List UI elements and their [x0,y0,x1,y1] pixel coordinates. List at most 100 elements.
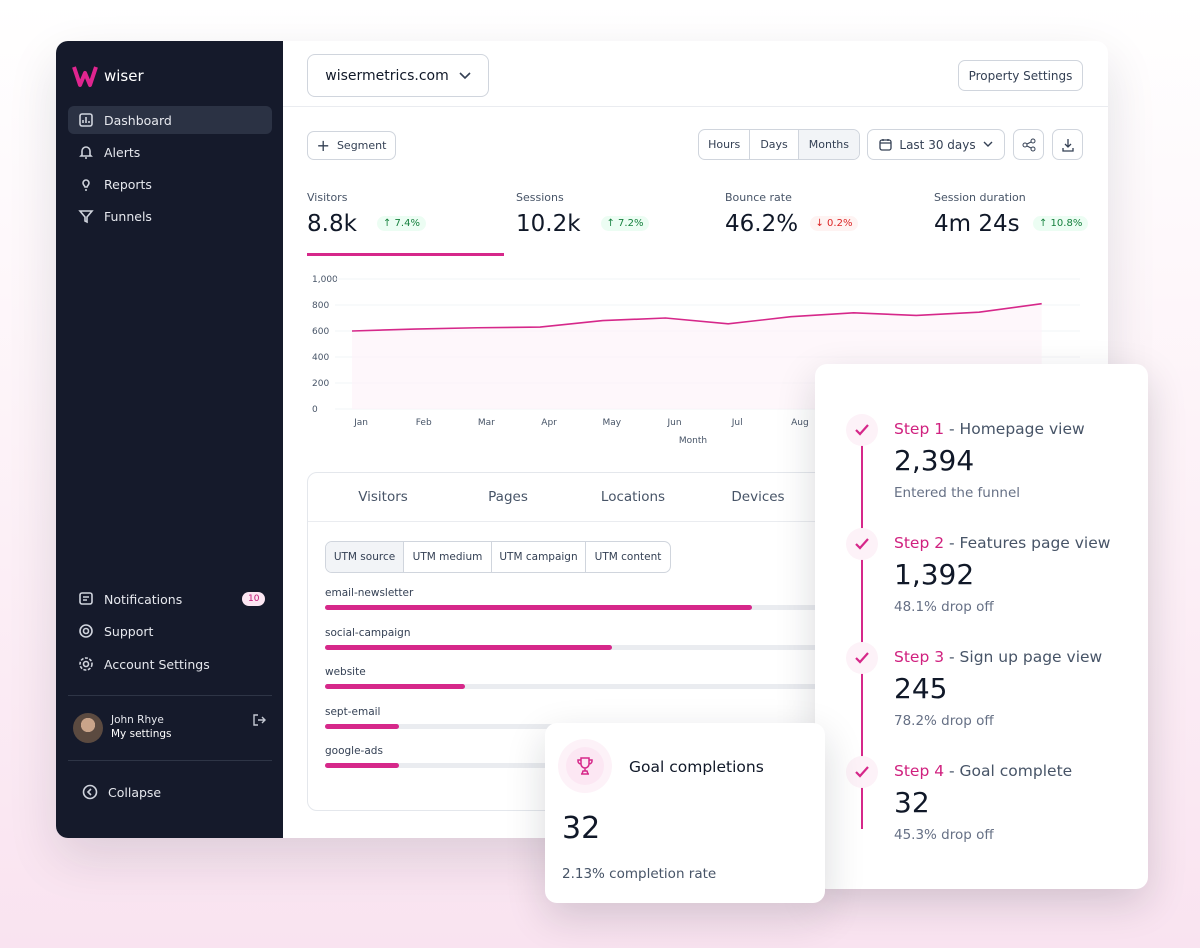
nav-item[interactable]: Alerts [68,138,272,166]
utm-tab[interactable]: UTM content [594,551,662,563]
nav-label: Dashboard [104,112,172,128]
user-link[interactable]: My settings [111,728,172,740]
step-name: - Homepage view [949,420,1085,438]
download-button[interactable] [1052,129,1083,160]
source-bar [325,605,752,610]
x-tick-label: Jun [666,418,681,428]
metric-value: 8.8k [307,211,357,237]
step-note: 45.3% drop off [894,827,994,843]
utm-group: UTM source UTM medium UTM campaign UTM cont… [325,541,671,573]
logo [72,66,98,87]
step-check [846,414,878,446]
utm-tab[interactable]: UTM medium [404,542,492,572]
step-note: 78.2% drop off [894,713,994,729]
x-axis-label: Month [679,436,707,446]
step-number: Step 4 [894,762,945,780]
step-value: 1,392 [894,558,975,591]
nav-item[interactable]: Support [68,617,272,645]
active-metric-underline [307,253,504,256]
x-tick-label: Feb [416,418,432,428]
metric-change: ↓ 0.2% [809,216,859,231]
nav-item[interactable]: Account Settings [68,650,272,678]
metric-change: ↑ 7.2% [600,216,650,231]
step-name: - Sign up page view [949,648,1103,666]
step-number: Step 1 [894,420,945,438]
step-check [846,756,878,788]
nav-label: Notifications [104,591,183,607]
utm-tab[interactable]: UTM campaign [492,542,586,572]
source-track [325,644,1061,650]
metric-label: Sessions [516,191,564,204]
range[interactable]: Days [750,130,799,159]
step-check [846,528,878,560]
property-name: wisermetrics.com [325,67,449,84]
share-button[interactable] [1013,129,1044,160]
segment-button[interactable]: + Segment [307,131,396,160]
divider [68,695,272,696]
property-settings[interactable]: Property Settings [958,60,1083,91]
period-select[interactable]: Last 30 days [867,129,1005,160]
brand: wiser [104,67,144,85]
divider [68,760,272,761]
step-title: Step 1 - Homepage view [894,420,1085,438]
step-value: 32 [894,786,930,819]
step-note: 48.1% drop off [894,599,994,615]
step-number: Step 3 [894,648,945,666]
period-label: Last 30 days [899,137,976,152]
step-name: - Features page view [949,534,1111,552]
tab[interactable]: Locations [600,489,666,505]
metric-change: ↑ 7.4% [377,216,426,231]
metric-label: Visitors [307,191,348,204]
logout-icon[interactable] [252,713,266,727]
utm-tab[interactable]: UTM source [326,542,404,572]
metric-value: 4m 24s [934,211,1020,237]
nav-item[interactable]: Notifications [68,585,272,613]
source-bar [325,644,613,650]
user-name: John Rhye [111,714,164,726]
metric-change: ↑ 10.8% [1033,216,1089,231]
nav-label: Support [104,623,154,639]
y-tick-label: 800 [312,301,329,311]
nav-item[interactable]: Dashboard [68,106,272,134]
step-title: Step 4 - Goal complete [894,762,1072,780]
tab[interactable]: Visitors [358,489,408,505]
y-tick-label: 600 [312,327,329,337]
range[interactable]: Hours [699,130,751,159]
badge: 10 [242,592,266,606]
funnel-card: Step 1 - Homepage view 2,394 Entered the f… [815,364,1148,889]
nav-item[interactable]: Reports [68,170,272,198]
avatar [73,713,103,743]
step-title: Step 3 - Sign up page view [894,648,1102,666]
step-number: Step 2 [894,534,945,552]
step-title: Step 2 - Features page view [894,534,1110,552]
property-select[interactable]: wisermetrics.com [307,54,489,97]
funnel-line [861,444,863,829]
nav-label: Account Settings [104,656,210,672]
y-tick-label: 0 [312,405,318,415]
tab[interactable]: Devices [731,489,785,505]
tab-border [308,521,1066,522]
step-check [846,642,878,674]
collapse[interactable]: Collapse [72,778,276,806]
source-label: social-campaign [325,626,411,639]
x-tick-label: Jul [731,418,743,428]
y-tick-label: 400 [312,353,329,363]
segment-label: Segment [336,139,387,152]
range[interactable]: Months [798,130,859,159]
goal-title: Goal completions [629,758,764,776]
source-label: email-newsletter [325,587,414,599]
tab[interactable]: Pages [488,489,528,505]
x-tick-label: May [602,418,621,428]
x-tick-label: Apr [541,418,557,428]
step-value: 2,394 [894,444,975,477]
x-tick-label: Mar [478,418,495,428]
x-tick-label: Jan [353,418,368,428]
collapse-label: Collapse [108,784,162,800]
nav-label: Reports [104,176,152,192]
source-label: google-ads [325,745,383,757]
metric-label: Bounce rate [725,191,792,204]
source-label: sept-email [325,705,381,718]
metric-value: 10.2k [516,211,581,237]
nav-item[interactable]: Funnels [68,202,272,230]
